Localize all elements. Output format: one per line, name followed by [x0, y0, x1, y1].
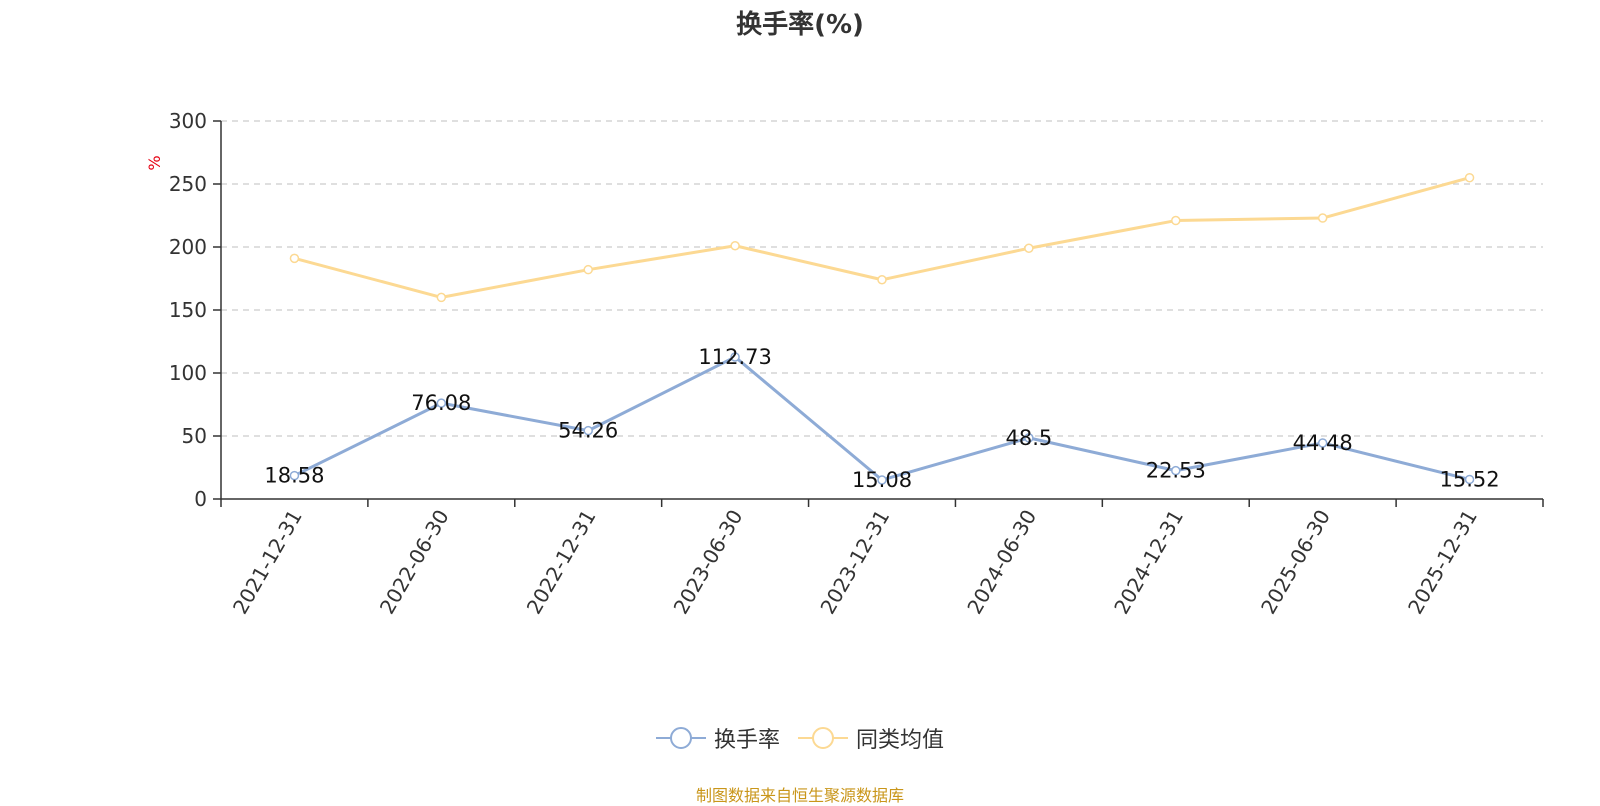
data-label: 112.73 — [698, 345, 771, 369]
grid-lines — [221, 120, 1543, 437]
x-tick-label: 2025-12-31 — [1403, 506, 1482, 619]
data-label: 18.58 — [264, 464, 324, 488]
data-point — [1464, 172, 1475, 183]
y-tick-label: 250 — [169, 172, 207, 196]
y-tick-label: 50 — [182, 424, 207, 448]
legend-item-turnover[interactable]: 换手率 — [655, 722, 780, 754]
chart-title: 换手率(%) — [736, 10, 864, 40]
source-note: 制图数据来自恒生聚源数据库 — [695, 786, 904, 805]
data-point — [1171, 465, 1181, 476]
data-point — [436, 398, 447, 408]
data-point — [583, 264, 593, 275]
y-tick-label: 300 — [169, 109, 207, 133]
legend-label-peer-average: 同类均值 — [856, 728, 945, 753]
data-label: 54.26 — [558, 419, 618, 443]
axes: 0 50 100 150 200 250 300 2021-12-31 2022-06-30 20… — [169, 109, 1544, 619]
data-point — [877, 475, 887, 485]
x-tick-label: 2022-06-30 — [375, 506, 454, 619]
data-point — [1024, 433, 1034, 443]
y-tick-label: 200 — [169, 235, 207, 259]
x-tick-label: 2024-06-30 — [962, 506, 1041, 619]
legend-turnover-icon — [655, 727, 706, 749]
data-point — [289, 470, 300, 481]
data-label: 22.53 — [1146, 459, 1206, 483]
legend-peer-average-icon — [798, 727, 848, 749]
legend-item-peer-average[interactable]: 同类均值 — [798, 722, 944, 754]
data-labels: 18.58 76.08 54.26 112.73 15.08 48.5 22.53 44.48… — [264, 345, 1499, 492]
series-lines — [289, 172, 1475, 485]
series-line — [293, 355, 1470, 482]
data-label: 76.08 — [411, 391, 471, 415]
data-point — [289, 253, 300, 264]
legend: 换手率 同类均值 — [0, 722, 1600, 754]
x-tick-label: 2024-12-31 — [1109, 506, 1188, 619]
data-point — [1317, 438, 1328, 448]
data-point — [730, 240, 740, 251]
x-tick-label: 2022-12-31 — [522, 506, 601, 619]
x-tick-label: 2025-06-30 — [1256, 506, 1335, 619]
data-point — [1464, 474, 1475, 485]
data-label: 15.52 — [1439, 467, 1499, 491]
x-tick-label: 2023-12-31 — [815, 506, 894, 619]
data-point — [1024, 243, 1034, 254]
data-point — [1317, 213, 1328, 223]
y-tick-label: 100 — [169, 361, 207, 385]
legend-label-turnover: 换手率 — [713, 728, 780, 753]
data-point — [877, 275, 887, 285]
y-axis-unit: % — [145, 155, 164, 170]
y-tick-label: 150 — [169, 298, 207, 322]
data-label: 15.08 — [852, 468, 912, 492]
data-label: 44.48 — [1293, 431, 1353, 455]
x-tick-label: 2021-12-31 — [228, 506, 307, 619]
data-label: 48.5 — [1006, 426, 1053, 450]
data-point — [436, 292, 447, 303]
y-tick-label: 0 — [194, 487, 207, 511]
x-tick-label: 2023-06-30 — [669, 506, 748, 619]
data-point — [1171, 215, 1181, 226]
data-point — [730, 352, 740, 362]
data-point — [583, 425, 593, 436]
